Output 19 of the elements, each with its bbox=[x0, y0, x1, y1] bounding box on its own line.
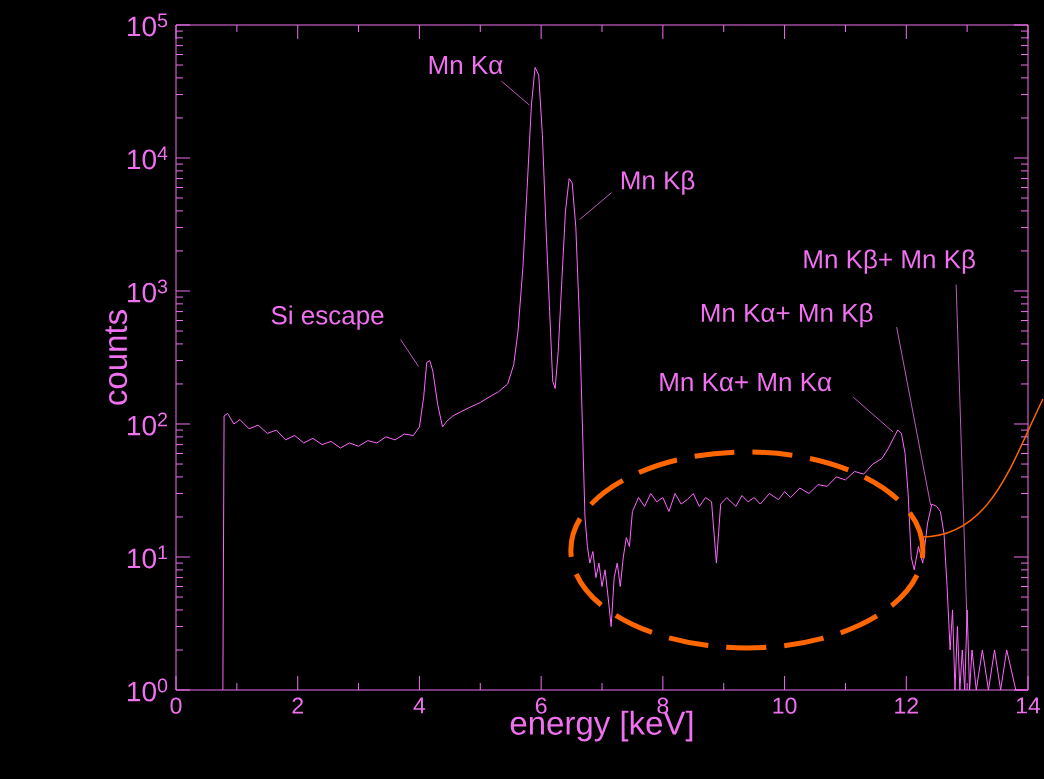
y-tick-label: 10$^{1}$ bbox=[128, 545, 168, 569]
annotation: Mn Kα+ Mn Kβ bbox=[701, 302, 873, 328]
annotation: Si escape bbox=[271, 305, 384, 330]
x-tick-label: 10 bbox=[773, 697, 797, 714]
y-tick-label: 10$^{5}$ bbox=[128, 13, 168, 37]
x-tick-label: 14 bbox=[1016, 697, 1041, 714]
y-tick-label: 10$^{2}$ bbox=[128, 412, 167, 436]
y-tick-label: 10$^{0}$ bbox=[128, 678, 168, 702]
x-tick-label: 0 bbox=[170, 697, 182, 714]
annotation: Mn Kα bbox=[429, 55, 503, 75]
annotation: Mn Kβ bbox=[621, 170, 695, 195]
annotation: Mn Kα+ Mn Kα bbox=[660, 373, 832, 392]
y-tick-label: 10$^{4}$ bbox=[128, 146, 168, 170]
x-tick-label: 2 bbox=[292, 697, 303, 714]
y-tick-label: 10$^{3}$ bbox=[128, 279, 168, 303]
annotation: Mn Kβ+ Mn Kβ bbox=[804, 249, 975, 274]
y-axis-title: counts bbox=[105, 310, 128, 405]
x-tick-label: 4 bbox=[413, 697, 426, 714]
x-tick-label: 12 bbox=[895, 697, 918, 714]
